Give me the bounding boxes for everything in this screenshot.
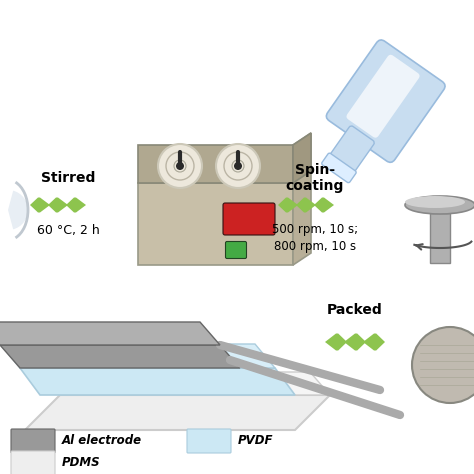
FancyBboxPatch shape <box>11 429 55 453</box>
Polygon shape <box>20 368 295 395</box>
FancyBboxPatch shape <box>223 203 275 235</box>
Text: PDMS: PDMS <box>62 456 100 470</box>
Polygon shape <box>293 133 311 265</box>
Text: Stirred: Stirred <box>41 171 95 185</box>
Polygon shape <box>314 198 334 212</box>
Polygon shape <box>0 344 275 368</box>
Ellipse shape <box>405 196 465 208</box>
Polygon shape <box>293 133 311 183</box>
Polygon shape <box>344 334 366 350</box>
Polygon shape <box>30 198 50 212</box>
Circle shape <box>216 144 260 188</box>
FancyBboxPatch shape <box>138 183 293 265</box>
Circle shape <box>412 327 474 403</box>
Polygon shape <box>325 334 347 350</box>
FancyBboxPatch shape <box>326 40 445 163</box>
FancyBboxPatch shape <box>322 153 356 182</box>
Polygon shape <box>0 345 240 368</box>
FancyBboxPatch shape <box>430 213 450 263</box>
FancyBboxPatch shape <box>11 451 55 474</box>
Circle shape <box>234 162 242 170</box>
Polygon shape <box>363 334 385 350</box>
Polygon shape <box>40 372 330 395</box>
Polygon shape <box>0 322 220 345</box>
Text: 60 °C, 2 h: 60 °C, 2 h <box>36 224 100 237</box>
Text: 500 rpm, 10 s;
800 rpm, 10 s: 500 rpm, 10 s; 800 rpm, 10 s <box>272 223 358 253</box>
FancyBboxPatch shape <box>226 241 246 258</box>
FancyBboxPatch shape <box>327 126 374 177</box>
Polygon shape <box>278 198 298 212</box>
Text: PVDF: PVDF <box>238 435 273 447</box>
Wedge shape <box>8 191 28 229</box>
Text: Spin-
coating: Spin- coating <box>286 163 344 193</box>
Polygon shape <box>66 198 86 212</box>
Ellipse shape <box>405 196 474 214</box>
Circle shape <box>176 162 184 170</box>
Text: Al electrode: Al electrode <box>62 435 142 447</box>
Circle shape <box>158 144 202 188</box>
Polygon shape <box>48 198 68 212</box>
FancyBboxPatch shape <box>187 429 231 453</box>
FancyBboxPatch shape <box>346 55 419 138</box>
Polygon shape <box>296 198 316 212</box>
Polygon shape <box>25 395 330 430</box>
Polygon shape <box>138 145 293 183</box>
Text: Packed: Packed <box>327 303 383 317</box>
